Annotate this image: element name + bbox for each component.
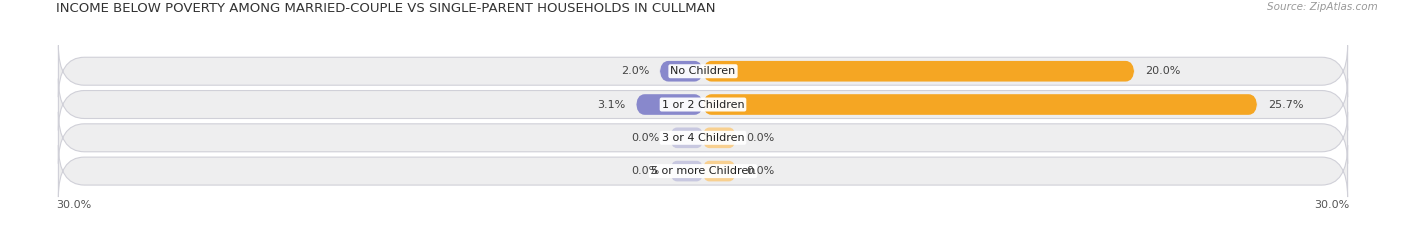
Text: 30.0%: 30.0%	[1315, 200, 1350, 210]
Text: 3.1%: 3.1%	[598, 99, 626, 110]
Text: No Children: No Children	[671, 66, 735, 76]
Text: 5 or more Children: 5 or more Children	[651, 166, 755, 176]
Text: INCOME BELOW POVERTY AMONG MARRIED-COUPLE VS SINGLE-PARENT HOUSEHOLDS IN CULLMAN: INCOME BELOW POVERTY AMONG MARRIED-COUPL…	[56, 2, 716, 15]
Text: 2.0%: 2.0%	[620, 66, 650, 76]
FancyBboxPatch shape	[703, 94, 1257, 115]
Text: 0.0%: 0.0%	[631, 133, 659, 143]
FancyBboxPatch shape	[703, 127, 735, 148]
FancyBboxPatch shape	[703, 161, 735, 182]
Text: 30.0%: 30.0%	[56, 200, 91, 210]
FancyBboxPatch shape	[636, 94, 703, 115]
Text: 1 or 2 Children: 1 or 2 Children	[662, 99, 744, 110]
Text: 25.7%: 25.7%	[1268, 99, 1303, 110]
FancyBboxPatch shape	[59, 45, 1347, 97]
FancyBboxPatch shape	[59, 145, 1347, 197]
FancyBboxPatch shape	[703, 61, 1135, 82]
Text: 0.0%: 0.0%	[747, 133, 775, 143]
Text: 0.0%: 0.0%	[747, 166, 775, 176]
Text: Source: ZipAtlas.com: Source: ZipAtlas.com	[1267, 2, 1378, 12]
Text: 3 or 4 Children: 3 or 4 Children	[662, 133, 744, 143]
FancyBboxPatch shape	[671, 161, 703, 182]
FancyBboxPatch shape	[659, 61, 703, 82]
FancyBboxPatch shape	[59, 79, 1347, 130]
FancyBboxPatch shape	[59, 112, 1347, 164]
Text: 20.0%: 20.0%	[1144, 66, 1180, 76]
Text: 0.0%: 0.0%	[631, 166, 659, 176]
FancyBboxPatch shape	[671, 127, 703, 148]
